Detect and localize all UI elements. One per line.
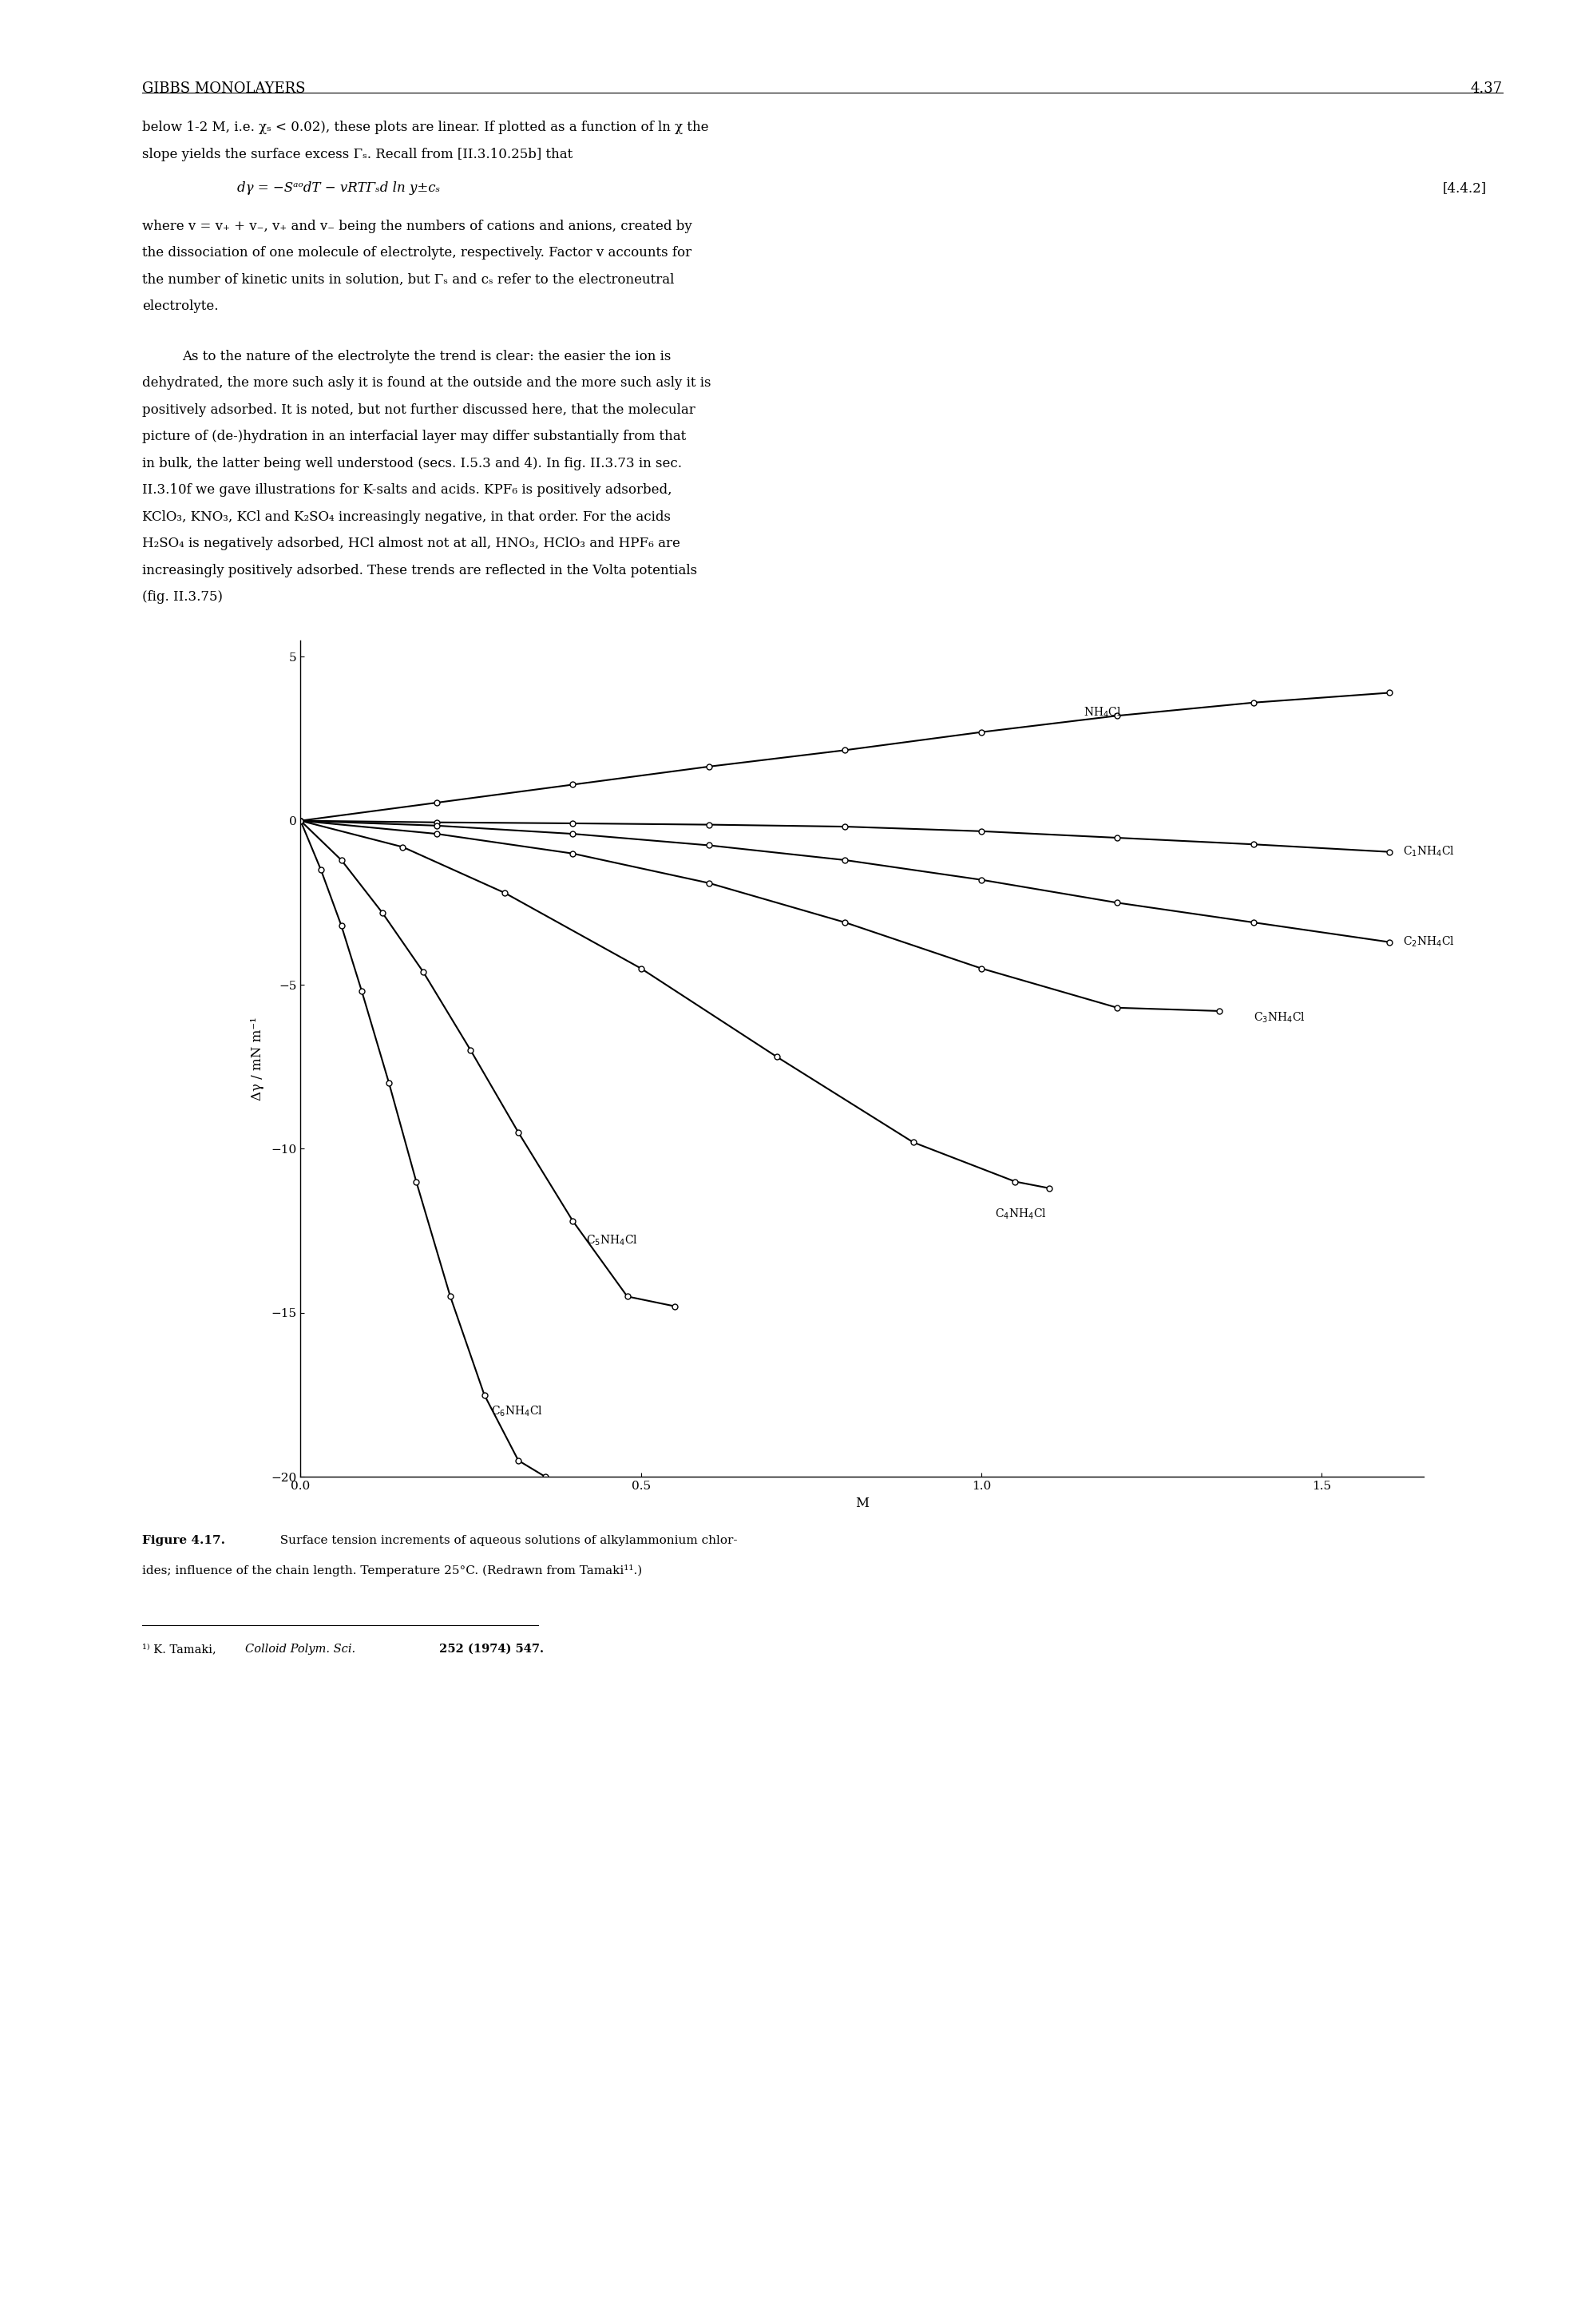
Text: NH$_4$Cl: NH$_4$Cl (1083, 706, 1121, 720)
Text: (fig. II.3.75): (fig. II.3.75) (142, 590, 223, 604)
Text: the dissociation of one molecule of electrolyte, respectively. Factor v accounts: the dissociation of one molecule of elec… (142, 246, 691, 260)
Text: [4.4.2]: [4.4.2] (1442, 181, 1486, 195)
Text: C$_4$NH$_4$Cl: C$_4$NH$_4$Cl (994, 1208, 1047, 1222)
Text: 252 (1974) 547.: 252 (1974) 547. (435, 1643, 544, 1655)
Text: 4.37: 4.37 (1470, 81, 1502, 95)
Text: II.3.10f we gave illustrations for K-salts and acids. KPF₆ is positively adsorbe: II.3.10f we gave illustrations for K-sal… (142, 483, 672, 497)
Text: GIBBS MONOLAYERS: GIBBS MONOLAYERS (142, 81, 305, 95)
Text: ides; influence of the chain length. Temperature 25°C. (Redrawn from Tamaki¹¹.): ides; influence of the chain length. Tem… (142, 1564, 642, 1576)
Text: dγ = −SᵃᵒdT − vRTΓₛd ln y±cₛ: dγ = −SᵃᵒdT − vRTΓₛd ln y±cₛ (237, 181, 440, 195)
Text: where v = v₊ + v₋, v₊ and v₋ being the numbers of cations and anions, created by: where v = v₊ + v₋, v₊ and v₋ being the n… (142, 218, 692, 232)
Text: KClO₃, KNO₃, KCl and K₂SO₄ increasingly negative, in that order. For the acids: KClO₃, KNO₃, KCl and K₂SO₄ increasingly … (142, 509, 670, 523)
Text: C$_6$NH$_4$Cl: C$_6$NH$_4$Cl (490, 1404, 542, 1418)
Text: dehydrated, the more such asly it is found at the outside and the more such asly: dehydrated, the more such asly it is fou… (142, 376, 711, 390)
Text: slope yields the surface excess Γₛ. Recall from [II.3.10.25b] that: slope yields the surface excess Γₛ. Reca… (142, 146, 572, 160)
Text: Surface tension increments of aqueous solutions of alkylammonium chlor-: Surface tension increments of aqueous so… (272, 1534, 737, 1545)
Text: in bulk, the latter being well understood (secs. I.5.3 and 4). In fig. II.3.73 i: in bulk, the latter being well understoo… (142, 456, 681, 469)
Text: ¹⁾ K. Tamaki,: ¹⁾ K. Tamaki, (142, 1643, 220, 1655)
Text: C$_3$NH$_4$Cl: C$_3$NH$_4$Cl (1252, 1011, 1304, 1025)
Text: C$_2$NH$_4$Cl: C$_2$NH$_4$Cl (1402, 934, 1455, 948)
Text: the number of kinetic units in solution, but Γₛ and cₛ refer to the electroneutr: the number of kinetic units in solution,… (142, 272, 674, 286)
Text: below 1-2 M, i.e. χₛ < 0.02), these plots are linear. If plotted as a function o: below 1-2 M, i.e. χₛ < 0.02), these plot… (142, 121, 708, 135)
Text: As to the nature of the electrolyte the trend is clear: the easier the ion is: As to the nature of the electrolyte the … (182, 349, 670, 363)
Text: picture of (de-)hydration in an interfacial layer may differ substantially from : picture of (de-)hydration in an interfac… (142, 430, 686, 444)
Text: Colloid Polym. Sci.: Colloid Polym. Sci. (245, 1643, 356, 1655)
Y-axis label: Δγ / mN m⁻¹: Δγ / mN m⁻¹ (250, 1018, 264, 1099)
Text: electrolyte.: electrolyte. (142, 300, 218, 314)
Text: H₂SO₄ is negatively adsorbed, HCl almost not at all, HNO₃, HClO₃ and HPF₆ are: H₂SO₄ is negatively adsorbed, HCl almost… (142, 537, 680, 551)
Text: increasingly positively adsorbed. These trends are reflected in the Volta potent: increasingly positively adsorbed. These … (142, 562, 697, 576)
Text: positively adsorbed. It is noted, but not further discussed here, that the molec: positively adsorbed. It is noted, but no… (142, 402, 696, 416)
X-axis label: M: M (855, 1497, 868, 1511)
Text: C$_1$NH$_4$Cl: C$_1$NH$_4$Cl (1402, 846, 1455, 860)
Text: C$_5$NH$_4$Cl: C$_5$NH$_4$Cl (587, 1234, 639, 1248)
Text: Figure 4.17.: Figure 4.17. (142, 1534, 225, 1545)
